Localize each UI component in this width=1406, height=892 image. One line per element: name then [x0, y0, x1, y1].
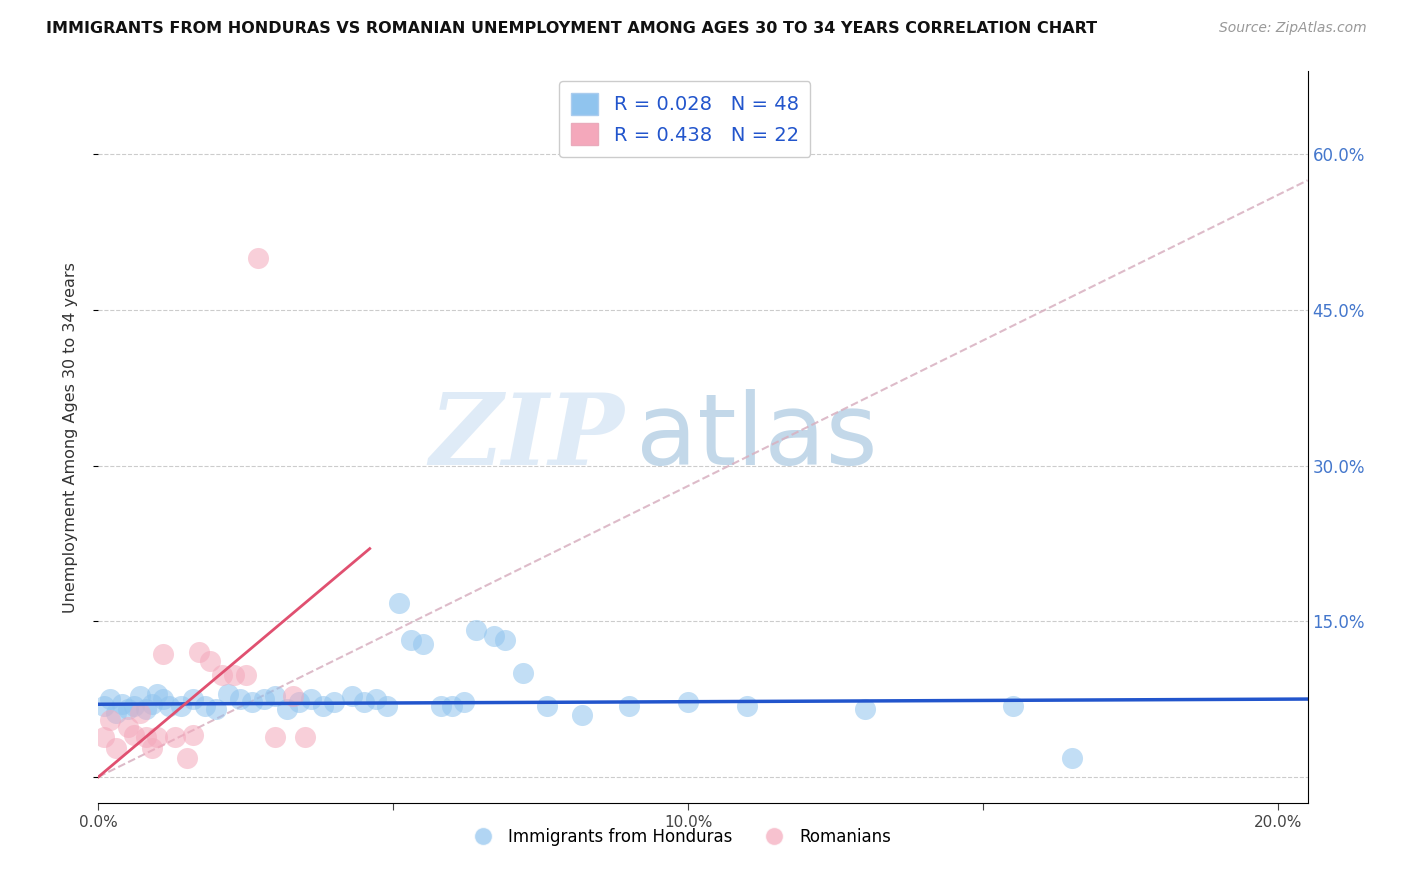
Point [205, 702, 228, 716]
Y-axis label: Unemployment Among Ages 30 to 34 years: Unemployment Among Ages 30 to 34 years [63, 261, 77, 613]
Point [1060, 751, 1083, 765]
Point [98, 692, 121, 706]
Point [536, 699, 558, 714]
Point [93, 699, 115, 714]
Point [98, 713, 121, 727]
Point [128, 689, 150, 703]
Point [377, 699, 399, 714]
Point [299, 692, 322, 706]
Point [122, 728, 145, 742]
Point [441, 699, 464, 714]
Point [211, 668, 233, 682]
Point [170, 699, 193, 714]
Point [323, 695, 346, 709]
Point [122, 699, 145, 714]
Point [853, 702, 876, 716]
Point [494, 632, 516, 647]
Point [235, 668, 257, 682]
Point [1001, 699, 1024, 714]
Point [294, 731, 316, 745]
Point [512, 666, 534, 681]
Point [399, 632, 422, 647]
Point [264, 731, 287, 745]
Point [229, 692, 252, 706]
Point [264, 689, 287, 703]
Point [735, 699, 758, 714]
Point [288, 695, 311, 709]
Point [187, 645, 209, 659]
Text: IMMIGRANTS FROM HONDURAS VS ROMANIAN UNEMPLOYMENT AMONG AGES 30 TO 34 YEARS CORR: IMMIGRANTS FROM HONDURAS VS ROMANIAN UNE… [46, 21, 1098, 36]
Point [412, 637, 434, 651]
Text: Source: ZipAtlas.com: Source: ZipAtlas.com [1219, 21, 1367, 35]
Point [105, 706, 128, 720]
Point [217, 687, 239, 701]
Point [135, 731, 157, 745]
Point [200, 654, 222, 668]
Point [252, 692, 274, 706]
Point [619, 699, 641, 714]
Point [93, 731, 115, 745]
Point [464, 623, 486, 637]
Point [194, 699, 217, 714]
Point [482, 629, 505, 643]
Point [165, 731, 187, 745]
Text: ZIP: ZIP [429, 389, 624, 485]
Point [281, 689, 304, 703]
Point [311, 699, 333, 714]
Point [453, 695, 475, 709]
Point [176, 751, 198, 765]
Point [117, 720, 139, 734]
Point [246, 251, 269, 265]
Point [240, 695, 263, 709]
Point [388, 596, 411, 610]
Point [111, 698, 134, 712]
Point [105, 740, 128, 755]
Point [135, 702, 157, 716]
Point [141, 740, 163, 755]
Point [152, 692, 174, 706]
Point [181, 692, 204, 706]
Point [276, 702, 298, 716]
Text: atlas: atlas [637, 389, 879, 485]
Point [340, 689, 363, 703]
Legend: Immigrants from Honduras, Romanians: Immigrants from Honduras, Romanians [460, 822, 898, 853]
Point [128, 706, 150, 720]
Point [181, 728, 204, 742]
Point [222, 668, 245, 682]
Point [429, 699, 451, 714]
Point [678, 695, 700, 709]
Point [571, 707, 593, 722]
Point [141, 698, 163, 712]
Point [353, 695, 375, 709]
Point [146, 731, 169, 745]
Point [364, 692, 387, 706]
Point [146, 687, 169, 701]
Point [157, 699, 180, 714]
Point [152, 648, 174, 662]
Point [117, 702, 139, 716]
